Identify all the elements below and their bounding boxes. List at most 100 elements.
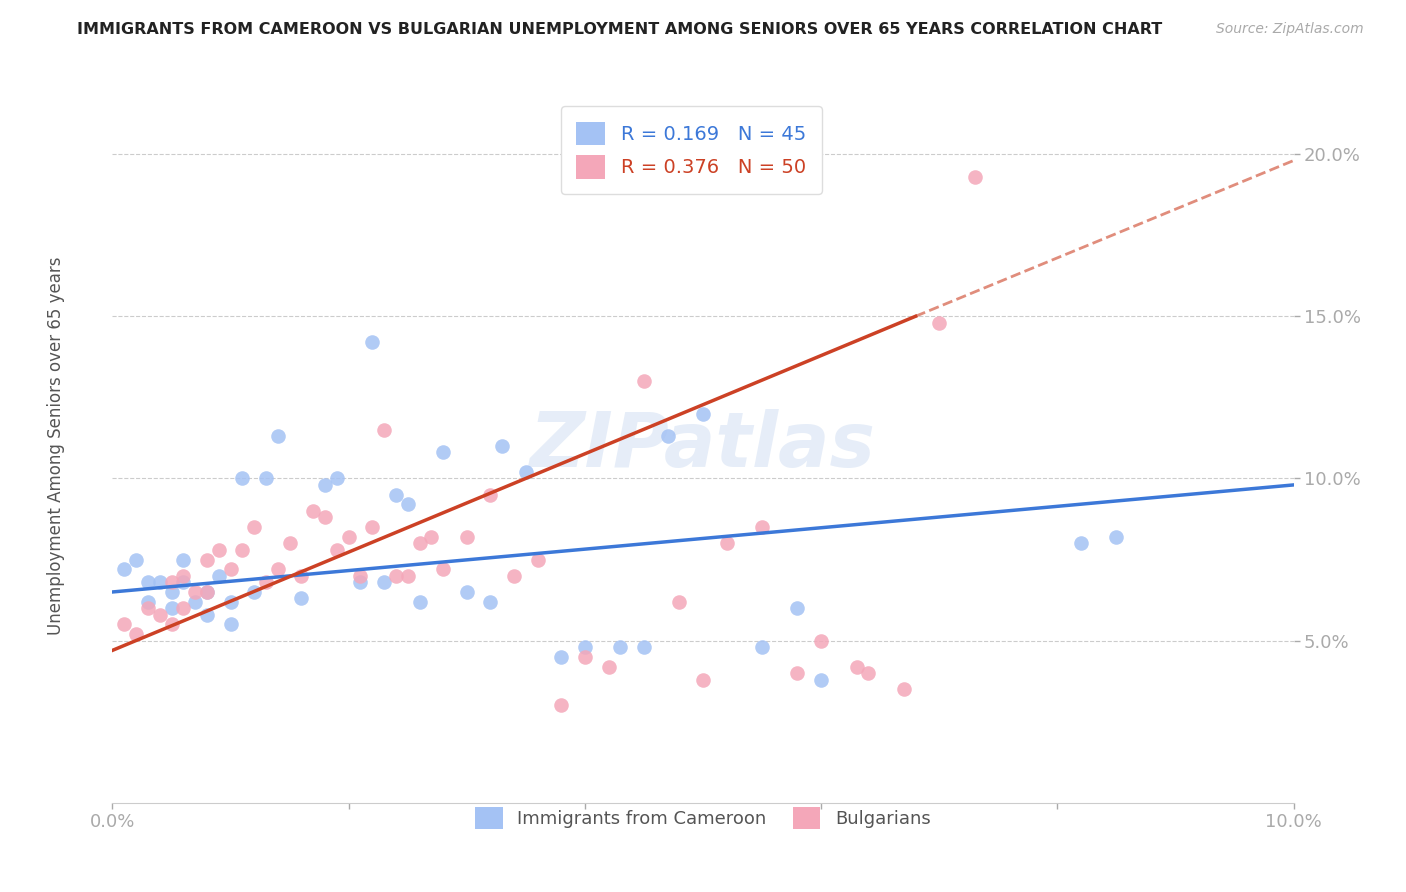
Point: [692, 407, 714, 421]
Point: [432, 445, 454, 459]
Point: [195, 585, 218, 599]
Point: [786, 666, 808, 681]
Legend: Immigrants from Cameroon, Bulgarians: Immigrants from Cameroon, Bulgarians: [468, 800, 938, 837]
Text: Unemployment Among Seniors over 65 years: Unemployment Among Seniors over 65 years: [48, 257, 65, 635]
Point: [456, 585, 478, 599]
Point: [160, 601, 183, 615]
Point: [219, 595, 242, 609]
Point: [290, 591, 312, 606]
Point: [267, 429, 290, 443]
Point: [396, 497, 419, 511]
Point: [125, 627, 148, 641]
Point: [396, 568, 419, 582]
Point: [408, 595, 430, 609]
Point: [219, 617, 242, 632]
Point: [716, 536, 738, 550]
Point: [574, 640, 596, 654]
Point: [361, 520, 384, 534]
Point: [231, 471, 253, 485]
Point: [314, 478, 336, 492]
Point: [290, 568, 312, 582]
Point: [858, 666, 880, 681]
Point: [184, 595, 207, 609]
Point: [112, 617, 135, 632]
Text: IMMIGRANTS FROM CAMEROON VS BULGARIAN UNEMPLOYMENT AMONG SENIORS OVER 65 YEARS C: IMMIGRANTS FROM CAMEROON VS BULGARIAN UN…: [77, 22, 1163, 37]
Point: [208, 542, 231, 557]
Point: [810, 673, 832, 687]
Point: [149, 575, 172, 590]
Text: ZIPatlas: ZIPatlas: [530, 409, 876, 483]
Point: [149, 607, 172, 622]
Point: [668, 595, 690, 609]
Point: [172, 575, 194, 590]
Point: [373, 423, 395, 437]
Point: [385, 488, 408, 502]
Point: [208, 568, 231, 582]
Point: [432, 562, 454, 576]
Point: [337, 530, 360, 544]
Point: [550, 698, 572, 713]
Point: [172, 552, 194, 566]
Point: [326, 471, 349, 485]
Point: [172, 568, 194, 582]
Point: [751, 520, 773, 534]
Point: [515, 465, 537, 479]
Point: [160, 617, 183, 632]
Point: [727, 147, 749, 161]
Point: [692, 673, 714, 687]
Point: [526, 552, 548, 566]
Point: [751, 640, 773, 654]
Point: [633, 374, 655, 388]
Point: [195, 607, 218, 622]
Point: [195, 585, 218, 599]
Point: [243, 585, 266, 599]
Point: [112, 562, 135, 576]
Point: [408, 536, 430, 550]
Point: [195, 552, 218, 566]
Point: [963, 169, 986, 184]
Point: [254, 575, 277, 590]
Point: [928, 316, 950, 330]
Point: [845, 659, 868, 673]
Point: [219, 562, 242, 576]
Point: [503, 568, 526, 582]
Point: [609, 640, 631, 654]
Point: [302, 504, 325, 518]
Point: [810, 633, 832, 648]
Point: [420, 530, 443, 544]
Point: [349, 575, 371, 590]
Point: [160, 585, 183, 599]
Point: [278, 536, 301, 550]
Point: [550, 649, 572, 664]
Point: [893, 682, 915, 697]
Point: [361, 335, 384, 350]
Point: [633, 640, 655, 654]
Point: [1070, 536, 1092, 550]
Text: Source: ZipAtlas.com: Source: ZipAtlas.com: [1216, 22, 1364, 37]
Point: [491, 439, 513, 453]
Point: [326, 542, 349, 557]
Point: [479, 488, 502, 502]
Point: [160, 575, 183, 590]
Point: [574, 649, 596, 664]
Point: [349, 568, 371, 582]
Point: [254, 471, 277, 485]
Point: [385, 568, 408, 582]
Point: [243, 520, 266, 534]
Point: [373, 575, 395, 590]
Point: [184, 585, 207, 599]
Point: [657, 429, 679, 443]
Point: [136, 601, 159, 615]
Point: [136, 595, 159, 609]
Point: [598, 659, 620, 673]
Point: [125, 552, 148, 566]
Point: [172, 601, 194, 615]
Point: [479, 595, 502, 609]
Point: [136, 575, 159, 590]
Point: [231, 542, 253, 557]
Point: [1105, 530, 1128, 544]
Point: [786, 601, 808, 615]
Point: [314, 510, 336, 524]
Point: [456, 530, 478, 544]
Point: [267, 562, 290, 576]
